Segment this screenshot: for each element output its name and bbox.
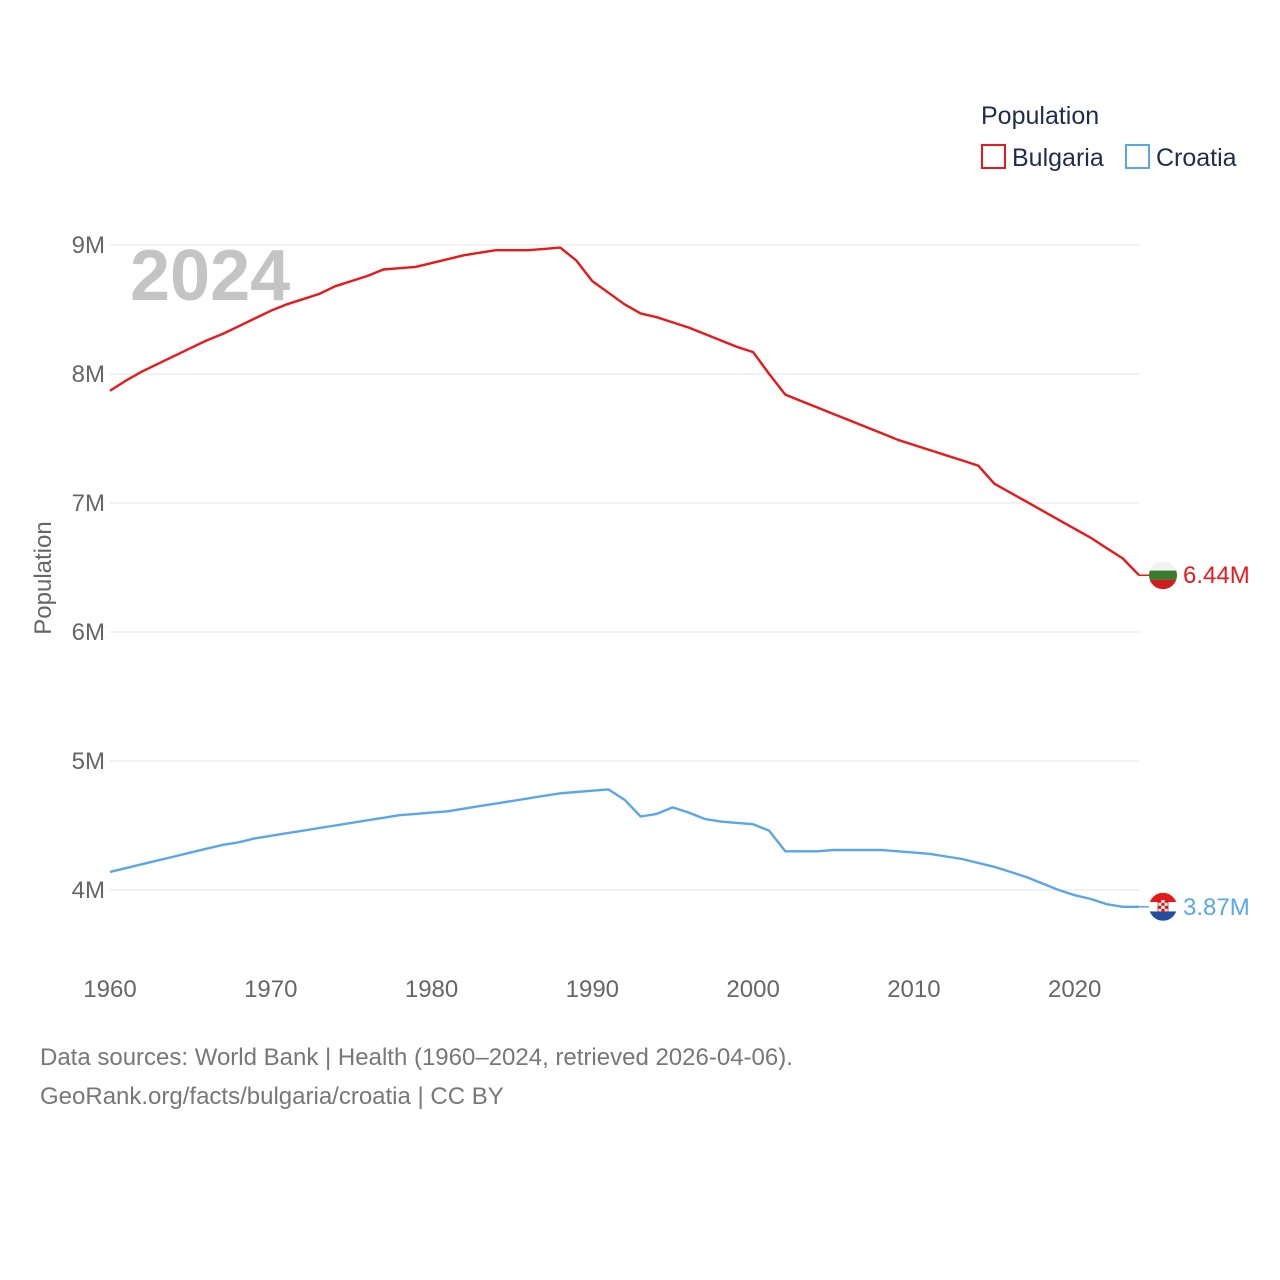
grid-lines <box>110 244 1139 891</box>
series-end-markers: 6.44M 3.87M <box>1139 561 1250 921</box>
year-watermark: 2024 <box>130 236 290 316</box>
x-tick-label: 1960 <box>83 976 136 1003</box>
x-tick-label: 2020 <box>1048 976 1101 1003</box>
y-axis-ticks: 4M 5M 6M 7M 8M 9M <box>72 232 105 904</box>
series-line-croatia[interactable] <box>109 788 1139 908</box>
y-tick-label: 7M <box>72 490 105 517</box>
y-axis-label: Population <box>30 521 57 634</box>
x-tick-label: 2010 <box>887 976 940 1003</box>
x-tick-label: 1980 <box>405 976 458 1003</box>
y-tick-label: 8M <box>72 361 105 388</box>
legend-label-bulgaria[interactable]: Bulgaria <box>1012 144 1104 172</box>
series-line-bulgaria[interactable] <box>109 246 1140 577</box>
legend-swatch-bulgaria[interactable] <box>981 144 1006 169</box>
croatia-flag-icon <box>1149 892 1177 921</box>
legend-label-croatia[interactable]: Croatia <box>1156 144 1237 172</box>
footer-sources: Data sources: World Bank | Health (1960–… <box>40 1044 793 1071</box>
y-tick-label: 9M <box>72 232 105 259</box>
x-axis-ticks: 1960 1970 1980 1990 2000 2010 2020 <box>83 976 1101 1003</box>
y-tick-label: 4M <box>72 877 105 904</box>
y-tick-label: 5M <box>72 748 105 775</box>
bulgaria-flag-icon <box>1149 561 1177 590</box>
legend-title: Population <box>981 102 1099 130</box>
x-tick-label: 1970 <box>244 976 297 1003</box>
end-value-bulgaria: 6.44M <box>1183 562 1250 589</box>
end-value-croatia: 3.87M <box>1183 894 1250 921</box>
y-tick-label: 6M <box>72 619 105 646</box>
legend-swatch-croatia[interactable] <box>1125 144 1150 169</box>
x-tick-label: 2000 <box>726 976 779 1003</box>
x-tick-label: 1990 <box>566 976 619 1003</box>
legend: Population Bulgaria Croatia <box>981 102 1237 172</box>
series-lines <box>109 246 1140 908</box>
footer-credit: GeoRank.org/facts/bulgaria/croatia | CC … <box>40 1083 504 1110</box>
